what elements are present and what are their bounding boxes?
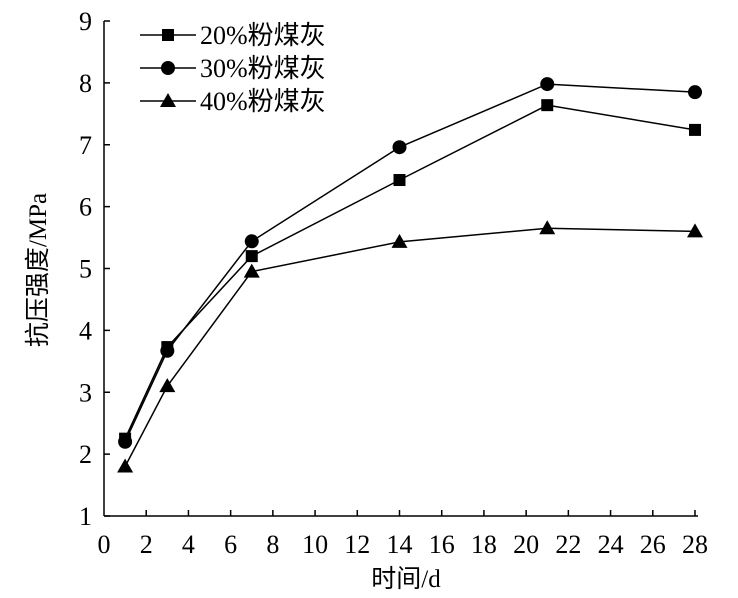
y-tick-label: 4 (79, 316, 92, 345)
legend-item: 40%粉煤灰 (140, 87, 326, 116)
series-2-data-point (688, 85, 702, 100)
x-tick-label: 4 (182, 530, 195, 559)
series-3-data-point (243, 263, 260, 278)
x-tick-label: 28 (682, 530, 708, 559)
y-tick-label: 5 (79, 255, 92, 284)
series-2-data-point (540, 77, 555, 92)
x-tick-label: 22 (555, 530, 581, 559)
series-1-data-point (689, 123, 701, 136)
x-tick-label: 6 (224, 530, 237, 559)
series-2-data-point (160, 343, 175, 358)
series-2-line (124, 83, 696, 443)
axes (103, 21, 698, 517)
series-2-data-point (118, 434, 133, 449)
x-ticks: 0 2 4 6 8 10 12 14 16 18 20 22 24 26 28 (98, 510, 708, 559)
series-layer (117, 77, 703, 473)
x-tick-label: 0 (98, 530, 111, 559)
series-1-data-point (245, 250, 258, 263)
x-axis-label: 时间/d (371, 565, 441, 593)
series-2-data-point (244, 234, 259, 249)
series-1-line (124, 104, 696, 439)
x-tick-label: 12 (344, 530, 370, 559)
y-tick-label: 1 (79, 502, 92, 531)
x-tick-label: 2 (140, 530, 153, 559)
legend-label: 20%粉煤灰 (200, 21, 326, 50)
x-tick-label: 24 (598, 530, 624, 559)
series-3-data-point (117, 458, 134, 473)
x-tick-label: 16 (429, 530, 455, 559)
x-tick-label: 20 (513, 530, 539, 559)
legend-marker (161, 61, 175, 75)
y-tick-label: 9 (79, 7, 92, 36)
legend-item: 30%粉煤灰 (140, 54, 326, 83)
legend-item: 20%粉煤灰 (140, 21, 326, 50)
series-3-data-point (687, 223, 703, 238)
x-tick-label: 14 (387, 530, 413, 559)
series-2-data-point (392, 140, 407, 155)
series-3-line (124, 227, 696, 467)
series-3-data-point (539, 220, 556, 235)
legend-label: 30%粉煤灰 (200, 54, 326, 83)
y-tick-label: 7 (79, 131, 92, 160)
series-3 (117, 220, 703, 473)
y-tick-label: 2 (79, 440, 92, 469)
series-2 (118, 77, 702, 449)
series-3-data-point (391, 233, 408, 248)
y-tick-label: 6 (79, 193, 92, 222)
legend: 20%粉煤灰 30%粉煤灰 40%粉煤灰 (140, 21, 326, 116)
series-1-data-point (393, 174, 406, 187)
series-1-data-point (541, 99, 554, 112)
y-tick-label: 3 (79, 378, 92, 407)
y-tick-label: 8 (79, 69, 92, 98)
y-ticks: 1 2 3 4 5 6 7 8 9 (79, 7, 110, 531)
y-axis-label: 抗压强度/MPa (24, 193, 52, 347)
x-tick-label: 10 (302, 530, 328, 559)
legend-label: 40%粉煤灰 (200, 87, 326, 116)
series-1 (119, 99, 701, 445)
series-3-data-point (159, 378, 176, 393)
legend-marker (160, 93, 176, 107)
legend-marker (162, 29, 174, 41)
x-tick-label: 26 (640, 530, 666, 559)
x-tick-label: 18 (471, 530, 497, 559)
x-tick-label: 8 (266, 530, 279, 559)
